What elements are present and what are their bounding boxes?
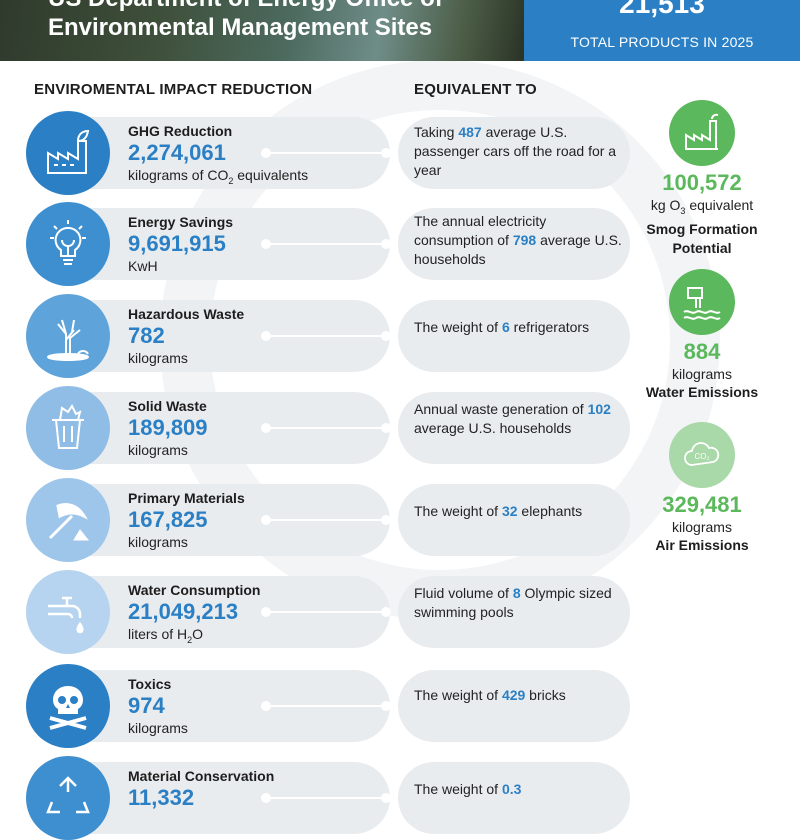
side-stat-air-emissions: CO₂ 329,481 kilograms Air Emissions <box>636 422 768 555</box>
impact-row-energy: Energy Savings 9,691,915 KwH The annual … <box>0 202 800 286</box>
pickaxe-icon <box>26 478 110 562</box>
side-stat-label: Smog Formation <box>646 220 758 237</box>
impact-row-toxics: Toxics 974 kilograms The weight of 429 b… <box>0 664 800 748</box>
co2-cloud-icon: CO₂ <box>669 422 735 488</box>
row-connector <box>261 239 391 249</box>
equivalent-pill <box>398 670 630 742</box>
impact-value: 167,825 <box>128 507 208 532</box>
skull-crossbones-icon <box>26 664 110 748</box>
equivalent-text: Fluid volume of 8 Olympic sized swimming… <box>414 585 612 620</box>
factory-leaf-icon <box>26 111 110 195</box>
impact-title: Solid Waste <box>128 398 207 414</box>
co2-icon-text: CO₂ <box>694 452 709 461</box>
side-stat-unit: kilograms <box>672 519 732 535</box>
equivalent-pill <box>398 208 630 280</box>
impact-row-water-consumption: Water Consumption 21,049,213 liters of H… <box>0 570 800 654</box>
trash-can-icon <box>26 386 110 470</box>
impact-title: Energy Savings <box>128 214 234 230</box>
side-stat-unit: kg O3 equivalent <box>650 197 754 216</box>
row-connector <box>261 423 391 433</box>
equivalent-text: Taking 487 average U.S. passenger cars o… <box>414 124 617 178</box>
equivalent-column-heading: EQUIVALENT TO <box>414 81 537 98</box>
impact-title: Hazardous Waste <box>128 306 245 322</box>
row-connector <box>261 148 391 158</box>
impact-title: Primary Materials <box>128 490 245 506</box>
impact-value: 21,049,213 <box>128 599 239 624</box>
factory-smoke-icon <box>669 100 735 166</box>
impact-row-material-conservation: Material Conservation 11,332 The weight … <box>0 756 800 840</box>
impact-row-hazardous-waste: Hazardous Waste 782 kilograms The weight… <box>0 294 800 378</box>
impact-unit: KwH <box>128 258 158 274</box>
equivalent-text: Annual waste generation of 102 average U… <box>414 401 611 436</box>
impact-column-heading: ENVIROMENTAL IMPACT REDUCTION <box>34 81 313 98</box>
page-title-line1: US Department of Energy Office of <box>48 0 443 13</box>
impact-value: 189,809 <box>128 415 208 440</box>
impact-title: Water Consumption <box>128 582 261 598</box>
equivalent-pill <box>398 392 630 464</box>
equivalent-text: The weight of 6 refrigerators <box>414 319 590 335</box>
header-banner: US Department of Energy Office of Enviro… <box>0 0 800 61</box>
impact-value: 782 <box>128 323 165 348</box>
impact-row-ghg: GHG Reduction 2,274,061 kilograms of CO2… <box>0 111 800 195</box>
header-photo <box>0 0 524 61</box>
impact-title: Material Conservation <box>128 768 275 784</box>
impact-row-solid-waste: Solid Waste 189,809 kilograms Annual was… <box>0 386 800 470</box>
impact-value: 2,274,061 <box>128 140 226 165</box>
total-products-label: TOTAL PRODUCTS IN 2025 <box>570 34 754 50</box>
impact-value: 9,691,915 <box>128 231 226 256</box>
impact-unit: kilograms <box>128 442 188 458</box>
row-connector <box>261 701 391 711</box>
recycle-icon <box>26 756 110 840</box>
total-products-value: 21,513 <box>619 0 705 19</box>
equivalent-pill <box>398 117 630 189</box>
equivalent-pill <box>398 484 630 556</box>
side-stat-smog: 100,572 kg O3 equivalent Smog Formation … <box>636 100 768 258</box>
side-stat-unit: kilograms <box>672 366 732 382</box>
row-connector <box>261 331 391 341</box>
impact-value: 974 <box>128 693 165 718</box>
lightbulb-icon <box>26 202 110 286</box>
side-stat-water-emissions: 884 kilograms Water Emissions <box>636 269 768 402</box>
side-stat-label: Air Emissions <box>655 537 749 553</box>
equivalent-text: The weight of 0.3 <box>414 781 522 797</box>
equivalent-pill <box>398 576 630 648</box>
total-products-panel: 21,513 TOTAL PRODUCTS IN 2025 <box>524 0 800 61</box>
equivalent-text: The annual electricity consumption of 79… <box>414 213 622 267</box>
equivalent-pill <box>398 300 630 372</box>
row-connector <box>261 793 391 803</box>
side-stat-value: 884 <box>683 339 721 364</box>
dead-tree-icon <box>26 294 110 378</box>
equivalent-text: The weight of 32 elephants <box>414 503 583 519</box>
side-stat-value: 329,481 <box>662 492 742 517</box>
page-title-line2: Environmental Management Sites <box>48 14 433 41</box>
impact-value: 11,332 <box>128 785 195 810</box>
impact-unit: kilograms of CO2 equivalents <box>128 167 309 186</box>
page-title: US Department of Energy Office of Enviro… <box>48 0 443 42</box>
water-discharge-icon <box>669 269 735 335</box>
row-connector <box>261 607 391 617</box>
impact-unit: liters of H2O <box>128 626 204 645</box>
impact-unit: kilograms <box>128 534 188 550</box>
impact-title: Toxics <box>128 676 172 692</box>
impact-unit: kilograms <box>128 350 188 366</box>
impact-unit: kilograms <box>128 720 188 736</box>
impact-title: GHG Reduction <box>128 123 233 139</box>
impact-row-primary-materials: Primary Materials 167,825 kilograms The … <box>0 478 800 562</box>
faucet-icon <box>26 570 110 654</box>
side-stat-value: 100,572 <box>662 170 742 195</box>
side-stat-label: Water Emissions <box>645 384 759 400</box>
side-stat-label-2: Potential <box>672 239 732 256</box>
equivalent-text: The weight of 429 bricks <box>414 687 566 703</box>
row-connector <box>261 515 391 525</box>
